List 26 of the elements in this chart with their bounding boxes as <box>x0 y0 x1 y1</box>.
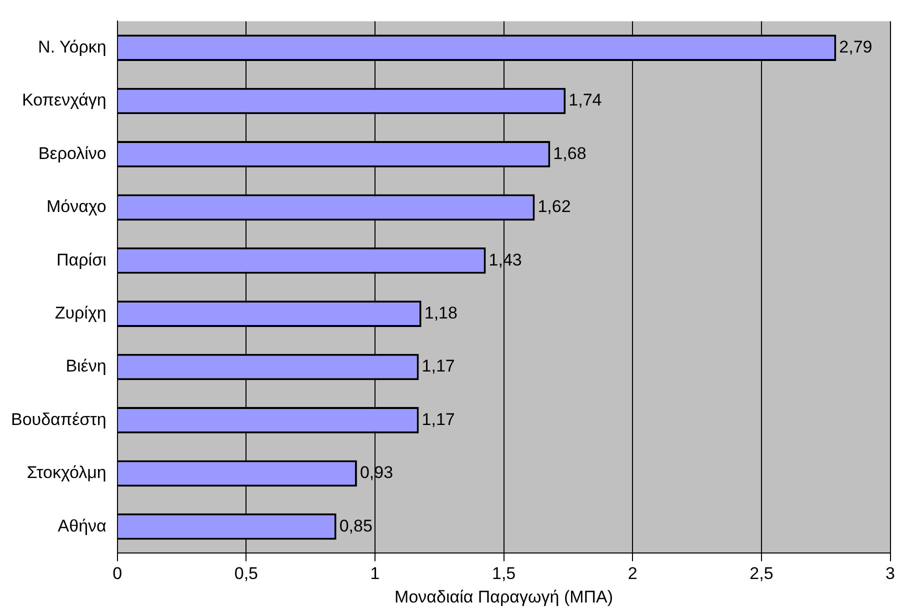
y-tick-label: Βιένη <box>66 356 106 376</box>
x-axis-title: Μοναδιαία Παραγωγή (ΜΠΑ) <box>394 587 614 606</box>
data-label: 1,17 <box>422 410 455 429</box>
x-tick-label: 1 <box>370 564 380 584</box>
data-label: 1,18 <box>424 303 458 322</box>
y-tick-label: Αθήνα <box>58 516 107 536</box>
y-tick-label: Ν. Υόρκη <box>38 37 106 56</box>
data-label: 1,68 <box>553 144 586 163</box>
x-tick-label: 0,5 <box>234 564 258 584</box>
x-tick-label: 1,5 <box>492 564 516 584</box>
data-label: 1,74 <box>568 90 602 110</box>
x-tick-label: 2,5 <box>750 564 774 584</box>
y-tick-label: Βουδαπέστη <box>10 410 106 429</box>
x-tick-label: 2 <box>628 564 638 584</box>
y-tick-label: Μόναχο <box>46 197 106 216</box>
y-tick-label: Παρίσι <box>56 250 107 270</box>
y-tick-label: Βερολίνο <box>38 144 106 163</box>
data-label: 0,85 <box>339 516 372 536</box>
y-tick-label: Ζυρίχη <box>54 303 106 322</box>
y-tick-label: Στοκχόλμη <box>26 463 106 482</box>
x-tick-label: 3 <box>886 564 896 584</box>
data-label: 1,17 <box>422 356 455 376</box>
x-tick-label: 0 <box>112 564 122 584</box>
data-label: 1,62 <box>538 197 571 216</box>
data-label: 2,79 <box>839 37 872 56</box>
y-tick-label: Κοπενχάγη <box>22 90 106 110</box>
